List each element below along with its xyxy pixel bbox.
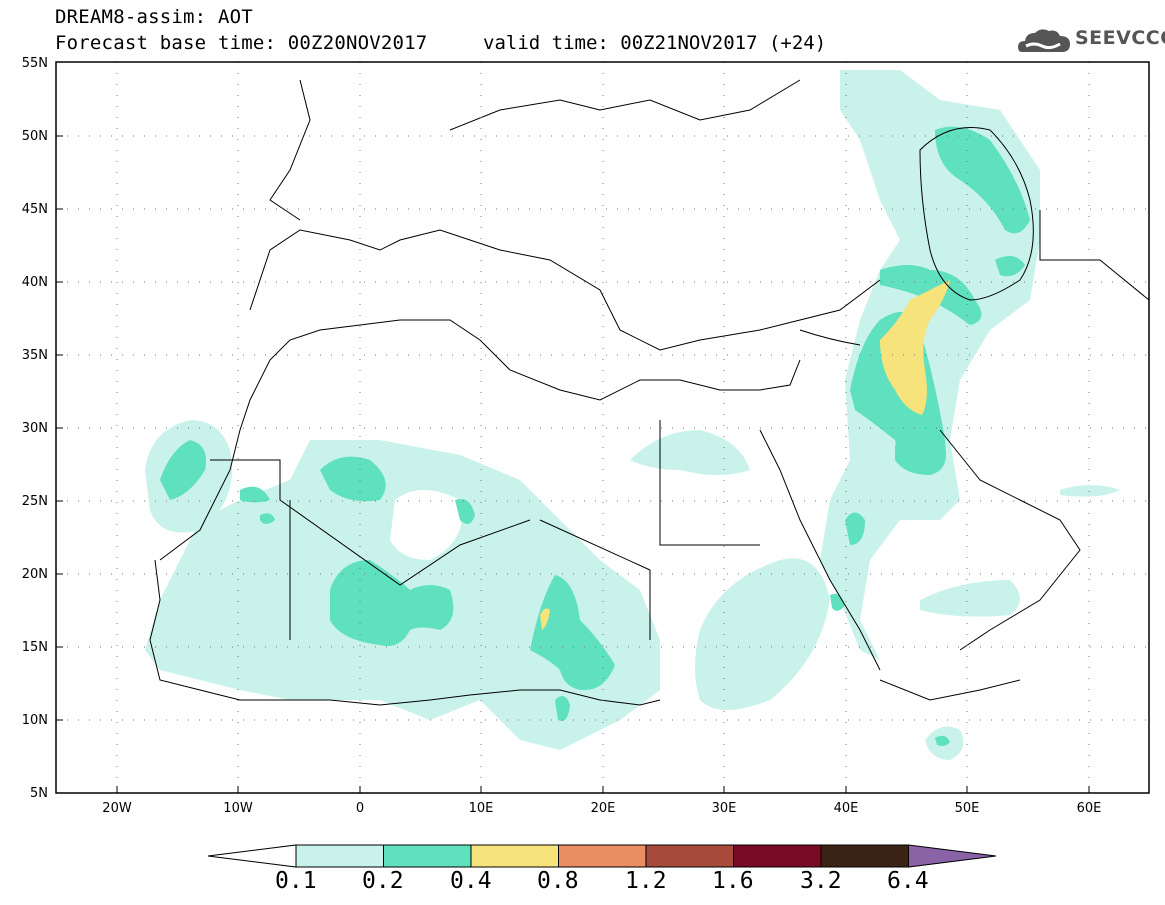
lon-label: 40E [834,801,859,816]
colorbar-label: 0.1 [275,868,317,894]
lat-label: 35N [22,348,48,363]
lon-label: 0 [356,801,364,816]
cloud-logo-icon [1018,29,1070,52]
lat-label: 45N [22,202,48,217]
colorbar-label: 1.6 [712,868,754,894]
logo-text: SEEVCCC [1075,27,1165,49]
lat-label: 15N [22,640,48,655]
lon-label: 20E [591,801,616,816]
lat-label: 20N [22,567,48,582]
lon-label: 10W [223,801,253,816]
lat-label: 5N [30,786,48,801]
axis-ticks [56,135,1090,793]
lat-label: 40N [22,275,48,290]
colorbar-label: 0.4 [450,868,492,894]
colorbar-label: 6.4 [887,868,929,894]
aot-contours [145,70,1120,760]
colorbar-label: 3.2 [800,868,842,894]
coastlines [149,79,1149,706]
forecast-base-time: Forecast base time: 00Z20NOV2017 [55,32,428,54]
colorbar-label: 0.8 [537,868,579,894]
lat-label: 50N [22,129,48,144]
lat-label: 30N [22,421,48,436]
colorbar-label: 0.2 [362,868,404,894]
lat-label: 10N [22,713,48,728]
latitude-labels: 55N 50N 45N 40N 35N 30N 25N 20N 15N 10N … [22,56,48,801]
lon-label: 50E [955,801,980,816]
map-title: DREAM8-assim: AOT [55,6,253,28]
lat-label: 25N [22,494,48,509]
lon-label: 30E [712,801,737,816]
longitude-labels: 20W 10W 0 10E 20E 30E 40E 50E 60E [102,801,1101,816]
lat-label: 55N [22,56,48,71]
lon-label: 60E [1077,801,1102,816]
lon-label: 10E [469,801,494,816]
colorbar-label: 1.2 [625,868,667,894]
valid-time: valid time: 00Z21NOV2017 (+24) [483,32,827,54]
lon-label: 20W [102,801,132,816]
gridlines [56,62,1149,793]
